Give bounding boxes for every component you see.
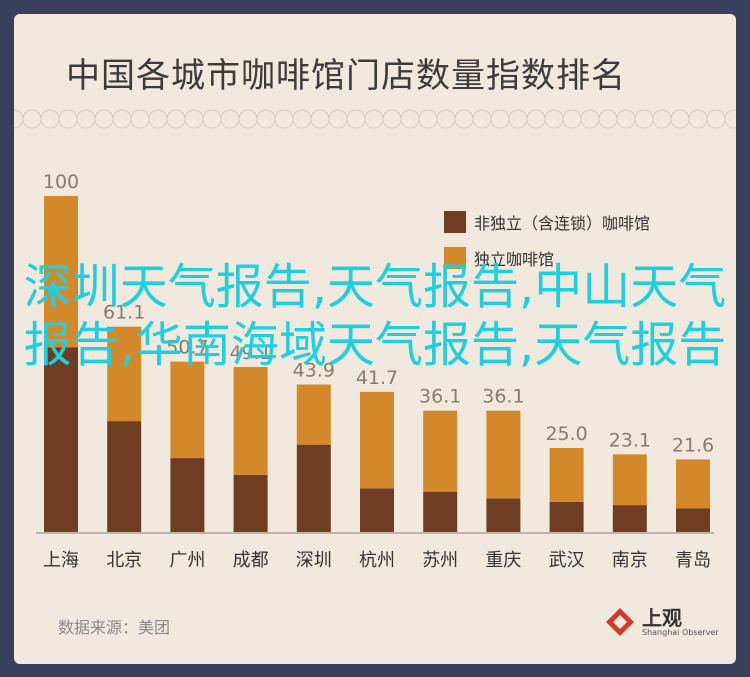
x-tick-label: 上海 (43, 550, 79, 571)
bar-independent (549, 448, 584, 502)
bar-nonindependent (549, 501, 584, 532)
bar-total-label: 50.7 (166, 337, 208, 359)
bar-chart: 100 上海 61.1 北京 50.7 广州 49.1 成都 43.9 深圳 41.7 杭州 36.1 苏… (36, 171, 714, 571)
x-tick-label: 北京 (106, 550, 142, 571)
x-tick-label: 广州 (169, 550, 205, 571)
x-tick-label: 青岛 (675, 550, 711, 571)
bar-nonindependent (676, 508, 710, 532)
legend: 非独立（含连锁）咖啡馆 独立咖啡馆 (444, 204, 650, 276)
legend-swatch-light (444, 247, 466, 269)
bar-independent (296, 384, 331, 445)
bar-total-label: 61.1 (103, 302, 145, 324)
bar-total-label: 49.1 (229, 342, 271, 364)
bar-total-label: 23.1 (609, 429, 651, 451)
bar-nonindependent (612, 505, 647, 532)
bar-independent (44, 196, 78, 348)
bar-nonindependent (360, 488, 394, 532)
bar-independent (233, 367, 268, 475)
x-tick-label: 南京 (612, 550, 648, 571)
bar-independent (360, 391, 394, 489)
x-tick-label: 深圳 (296, 550, 332, 571)
bar-total-label: 21.6 (672, 434, 714, 456)
publisher-logo: 上观 Shanghai Observer (604, 606, 719, 638)
scallop (724, 109, 736, 129)
chart-title: 中国各城市咖啡馆门店数量指数排名 (66, 56, 626, 96)
bar-independent (107, 326, 142, 422)
legend-item-nonindependent: 非独立（含连锁）咖啡馆 (444, 204, 650, 240)
bar-total-label: 25.0 (545, 423, 587, 445)
bar-nonindependent (233, 474, 268, 532)
bar-independent (486, 410, 521, 499)
legend-label: 非独立（含连锁）咖啡馆 (474, 214, 651, 233)
bar-nonindependent (296, 444, 331, 532)
chart-card: 中国各城市咖啡馆门店数量指数排名 100 上海 61.1 北京 50.7 广州 49.1 成都… (14, 14, 736, 664)
bar-total-label: 41.7 (356, 367, 398, 389)
logo-en: Shanghai Observer (642, 627, 719, 637)
bar-independent (676, 459, 710, 509)
title-band: 中国各城市咖啡馆门店数量指数排名 (14, 14, 736, 124)
bar-independent (612, 454, 647, 506)
bar-nonindependent (423, 491, 458, 532)
logo-cn: 上观 (642, 605, 682, 630)
legend-item-independent: 独立咖啡馆 (444, 240, 650, 276)
bar-nonindependent (107, 421, 142, 532)
bar-nonindependent (44, 347, 78, 532)
x-tick-label: 重庆 (485, 550, 521, 571)
legend-label: 独立咖啡馆 (474, 250, 555, 269)
bar-independent (423, 410, 458, 492)
bar-independent (170, 361, 205, 459)
legend-swatch-dark (444, 211, 466, 233)
x-tick-label: 苏州 (422, 550, 458, 571)
scallop-divider (14, 109, 736, 129)
logo-icon (606, 608, 634, 636)
x-tick-label: 杭州 (359, 550, 395, 571)
bar-total-label: 36.1 (419, 386, 461, 408)
bar-nonindependent (486, 498, 521, 532)
bar-nonindependent (170, 458, 205, 532)
bar-total-label: 36.1 (482, 386, 524, 408)
x-tick-label: 武汉 (549, 550, 585, 571)
x-tick-label: 成都 (233, 550, 269, 571)
bar-total-label: 43.9 (293, 359, 335, 381)
data-source: 数据来源：美团 (58, 618, 171, 637)
bar-total-label: 100 (43, 171, 79, 193)
